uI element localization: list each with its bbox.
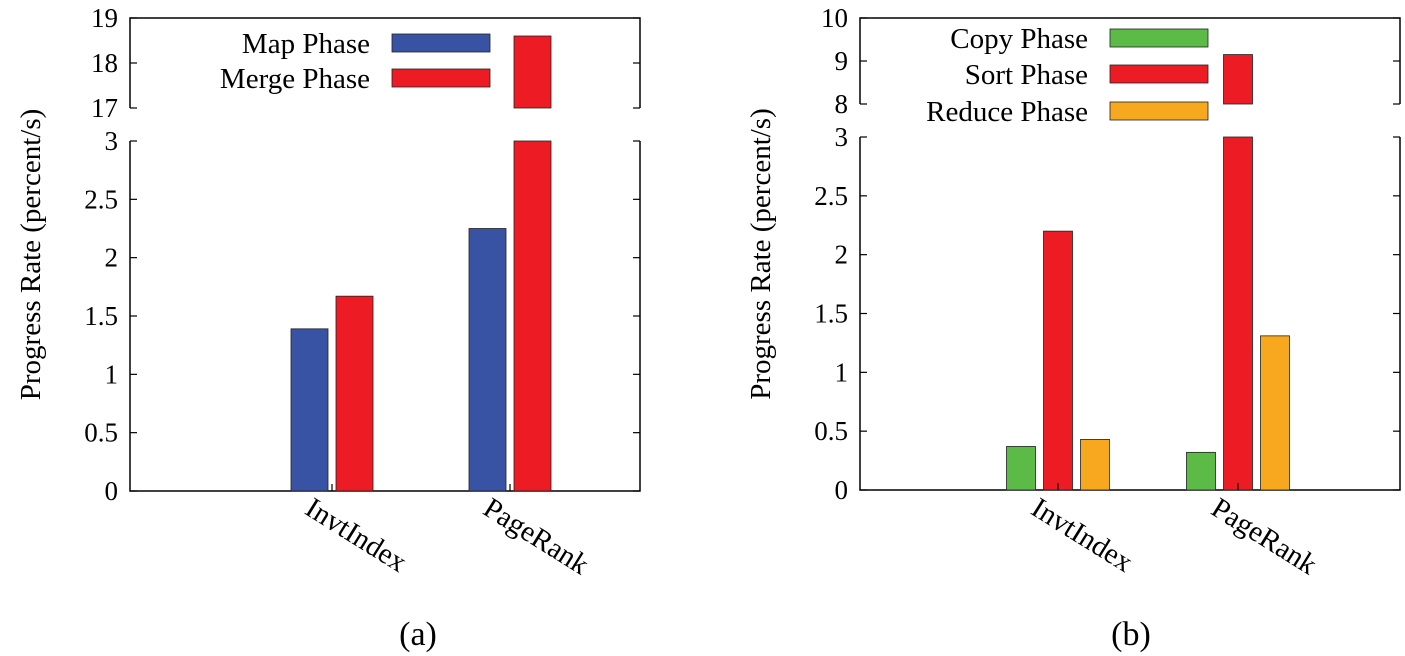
axis-frame-lower [859, 137, 1401, 491]
y-tick-label: 2.5 [814, 181, 848, 211]
y-tick-label: 2 [105, 243, 119, 273]
y-axis-label: Progress Rate (percent/s) [15, 109, 47, 401]
axis-frame-upper [129, 17, 641, 108]
bar-reduce-phase-invtindex [1080, 439, 1110, 491]
legend-label: Copy Phase [950, 23, 1088, 55]
x-tick-label: InvtIndex [300, 492, 413, 579]
bar-merge-phase-pagerank-upper [513, 35, 552, 109]
legend-swatch [391, 33, 491, 53]
y-tick-label: 3 [835, 122, 849, 152]
legend-label: Map Phase [242, 28, 370, 60]
bar-map-phase-pagerank [468, 228, 507, 492]
y-tick-label: 2.5 [84, 184, 118, 214]
bar-copy-phase-invtindex [1006, 446, 1036, 491]
bar-reduce-phase-pagerank [1260, 335, 1290, 491]
bar-sort-phase-invtindex [1043, 230, 1073, 491]
legend-swatch [1109, 64, 1209, 84]
chart-panel-a: 0 0.5 1 1.5 2 2.5 317 18 19 InvtIndex PageRank Map … [15, 3, 641, 653]
y-tick-label: 0.5 [84, 418, 118, 448]
legend-label: Merge Phase [220, 63, 370, 95]
y-tick-label: 1.5 [84, 301, 118, 331]
y-axis-label: Progress Rate (percent/s) [745, 108, 777, 400]
y-tick-label: 1 [835, 357, 849, 387]
y-tick-label: 19 [91, 3, 118, 33]
y-tick-label: 2 [835, 240, 849, 270]
y-tick-label: 0.5 [814, 416, 848, 446]
bar-sort-phase-pagerank-upper [1223, 54, 1253, 105]
subfigure-label: (b) [1111, 616, 1151, 653]
y-tick-label: 1.5 [814, 299, 848, 329]
y-tick-label: 17 [91, 93, 118, 123]
y-tick-label: 18 [91, 48, 118, 78]
y-tick-label: 10 [821, 3, 848, 33]
bar-map-phase-invtindex [290, 328, 329, 492]
axis-frame-lower [129, 141, 641, 492]
y-tick-label: 3 [105, 126, 119, 156]
bar-copy-phase-pagerank [1186, 451, 1216, 491]
legend-swatch [1109, 101, 1209, 121]
subfigure-label: (a) [399, 616, 437, 653]
y-tick-label: 8 [835, 89, 849, 119]
y-tick-label: 1 [105, 359, 119, 389]
legend-label: Sort Phase [965, 59, 1088, 91]
bar-merge-phase-pagerank-lower [513, 140, 552, 492]
x-tick-label: PageRank [1206, 492, 1323, 582]
x-tick-label: InvtIndex [1026, 492, 1139, 579]
y-tick-label: 0 [105, 476, 119, 506]
legend-swatch [391, 68, 491, 88]
bar-merge-phase-invtindex [335, 295, 374, 492]
chart-panel-b: 0 0.5 1 1.5 2 2.5 38 9 10 InvtIndex PageRank Copy P… [745, 3, 1401, 653]
legend-swatch [1109, 28, 1209, 48]
x-tick-label: PageRank [478, 492, 595, 582]
bar-sort-phase-pagerank-lower [1223, 136, 1253, 491]
y-tick-label: 9 [835, 46, 849, 76]
legend-label: Reduce Phase [926, 96, 1088, 128]
y-tick-label: 0 [835, 475, 849, 505]
